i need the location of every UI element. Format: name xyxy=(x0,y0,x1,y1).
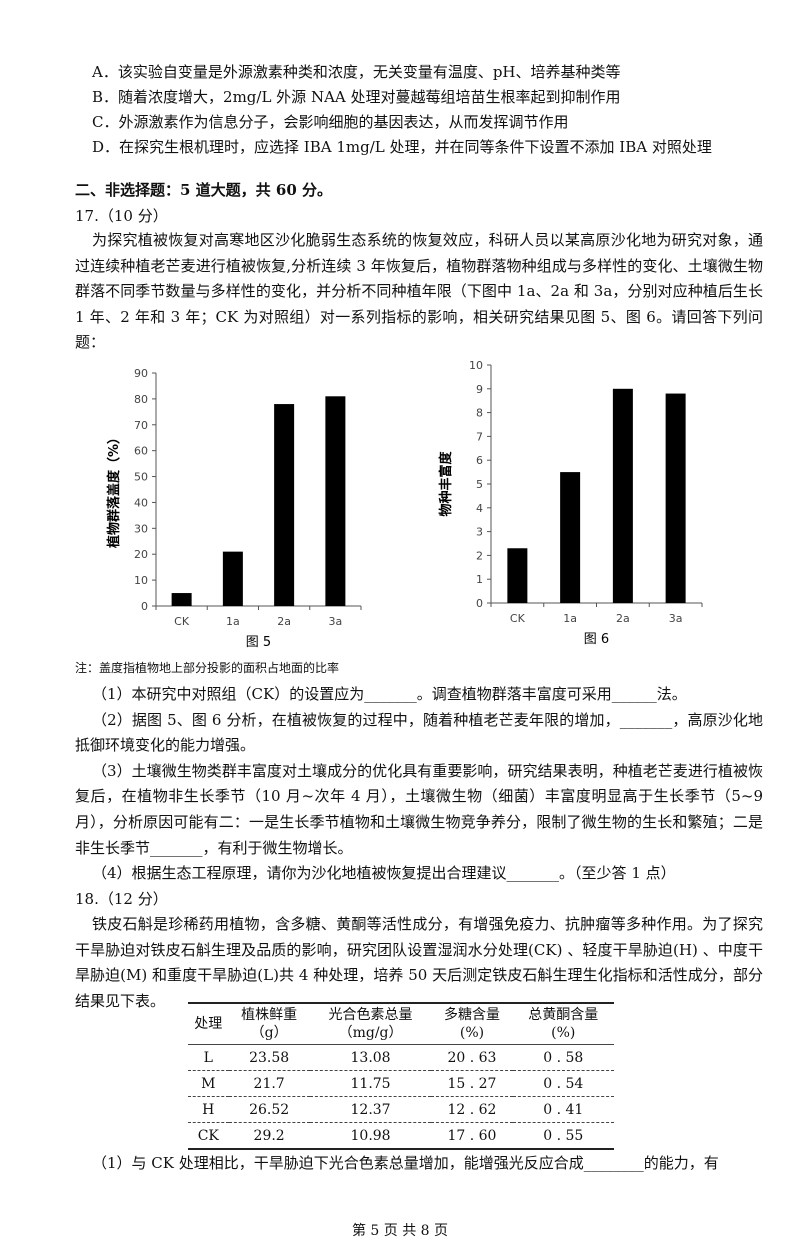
x-tick-label: 1a xyxy=(563,612,577,625)
x-tick-label: 3a xyxy=(669,612,683,625)
table-cell: 17 . 60 xyxy=(431,1122,513,1150)
y-tick-label: 7 xyxy=(476,430,483,443)
q17-sub4: （4）根据生态工程原理，请你为沙化地植被恢复提出合理建议_______。（至少答… xyxy=(92,864,676,883)
figure-note: 注：盖度指植物地上部分投影的面积占地面的比率 xyxy=(75,661,340,675)
x-tick-label: CK xyxy=(510,612,526,625)
y-tick-label: 6 xyxy=(476,454,483,467)
option-c: C．外源激素作为信息分子，会影响细胞的基因表达，从而发挥调节作用 xyxy=(92,113,569,131)
y-tick-label: 40 xyxy=(134,496,148,509)
y-tick-label: 0 xyxy=(141,600,148,613)
x-tick-label: 3a xyxy=(329,615,343,628)
table-row: M 21.7 11.75 15 . 27 0 . 54 xyxy=(188,1070,614,1097)
table-row: H 26.52 12.37 12 . 62 0 . 41 xyxy=(188,1096,614,1123)
table-cell: 0 . 54 xyxy=(512,1070,614,1097)
table-cell: 10.98 xyxy=(309,1122,432,1150)
y-tick-label: 5 xyxy=(476,478,483,491)
table-cell: 11.75 xyxy=(309,1070,432,1097)
table-cell: 21.7 xyxy=(228,1070,310,1097)
y-tick-label: 0 xyxy=(476,597,483,610)
table-cell: 0 . 55 xyxy=(512,1122,614,1150)
y-tick-label: 10 xyxy=(469,359,483,372)
y-tick-label: 10 xyxy=(134,574,148,587)
table-row: CK 29.2 10.98 17 . 60 0 . 55 xyxy=(188,1122,614,1150)
table-cell: CK xyxy=(188,1122,229,1150)
bar-1a xyxy=(222,551,243,606)
bar-3a xyxy=(665,393,686,603)
table-cell: 13.08 xyxy=(309,1044,432,1071)
option-b: B．随着浓度增大，2mg/L 外源 NAA 处理对蔓越莓组培苗生根率起到抑制作用 xyxy=(92,88,621,106)
bar-CK xyxy=(507,548,528,603)
table-cell: 20 . 63 xyxy=(431,1044,513,1071)
x-tick-label: CK xyxy=(174,615,190,628)
y-tick-label: 50 xyxy=(134,471,148,484)
q18-intro-block: 铁皮石斛是珍稀药用植物，含多糖、黄酮等活性成分，有增强免疫力、抗肿瘤等多种作用。… xyxy=(75,912,763,1014)
y-tick-label: 1 xyxy=(476,573,483,586)
bar-2a xyxy=(274,404,295,606)
col-header-pigment: 光合色素总量 （mg/g） xyxy=(309,1002,432,1045)
x-tick-label: 1a xyxy=(226,615,240,628)
y-tick-label: 20 xyxy=(134,548,148,561)
y-tick-label: 90 xyxy=(134,367,148,380)
y-axis-label: 物种丰富度 xyxy=(438,451,454,517)
q17-sub1: （1）本研究中对照组（CK）的设置应为_______。调查植物群落丰富度可采用_… xyxy=(92,685,687,703)
q17-intro: 为探究植被恢复对高寒地区沙化脆弱生态系统的恢复效应，科研人员以某高原沙化地为研究… xyxy=(75,231,763,352)
table-cell: L xyxy=(188,1044,229,1071)
q17-number: 17.（10 分） xyxy=(75,207,168,225)
option-d: D．在探究生根机理时，应选择 IBA 1mg/L 处理，并在同等条件下设置不添加… xyxy=(92,138,712,156)
y-tick-label: 4 xyxy=(476,502,483,515)
table-cell: 15 . 27 xyxy=(431,1070,513,1097)
q18-intro: 铁皮石斛是珍稀药用植物，含多糖、黄酮等活性成分，有增强免疫力、抗肿瘤等多种作用。… xyxy=(75,915,763,1010)
x-tick-label: 2a xyxy=(277,615,291,628)
table-cell: M xyxy=(188,1070,229,1097)
table-cell: 29.2 xyxy=(228,1122,310,1150)
table-cell: 0 . 41 xyxy=(512,1096,614,1123)
bar-CK xyxy=(171,593,192,606)
bar-1a xyxy=(560,472,581,603)
data-table: 处理 植株鲜重 （g） 光合色素总量 （mg/g） 多糖含量 (%) 总黄酮含量 (%)… xyxy=(188,1002,614,1150)
figure-caption: 图 5 xyxy=(246,635,271,650)
figure-caption: 图 6 xyxy=(584,632,609,647)
y-axis-label: 植物群落盖度（%） xyxy=(106,431,122,549)
y-tick-label: 8 xyxy=(476,407,483,420)
q17-subquestions: （1）本研究中对照组（CK）的设置应为_______。调查植物群落丰富度可采用_… xyxy=(75,682,763,887)
table-row: L 23.58 13.08 20 . 63 0 . 58 xyxy=(188,1044,614,1071)
table-cell: 12.37 xyxy=(309,1096,432,1123)
y-tick-label: 60 xyxy=(134,445,148,458)
x-tick-label: 2a xyxy=(616,612,630,625)
q17-sub2: （2）据图 5、图 6 分析，在植被恢复的过程中，随着种植老芒麦年限的增加，__… xyxy=(75,710,763,755)
q18-number: 18.（12 分） xyxy=(75,890,168,908)
table-cell: 26.52 xyxy=(228,1096,310,1123)
col-header-polysaccharide: 多糖含量 (%) xyxy=(431,1002,513,1045)
q17-intro-block: 为探究植被恢复对高寒地区沙化脆弱生态系统的恢复效应，科研人员以某高原沙化地为研究… xyxy=(75,228,763,356)
bar-3a xyxy=(325,396,346,606)
col-header-treatment: 处理 xyxy=(188,1002,229,1045)
table-cell: 0 . 58 xyxy=(512,1044,614,1071)
page-footer: 第 5 页 共 8 页 xyxy=(351,1223,449,1239)
y-tick-label: 2 xyxy=(476,549,483,562)
y-tick-label: 80 xyxy=(134,393,148,406)
y-tick-label: 30 xyxy=(134,522,148,535)
chart-fig5: 0 10 20 30 40 50 60 70 80 90 CK 1a 2a 3a 植物群落盖度（%） 图 5 xyxy=(106,367,362,650)
section-title: 二、非选择题：5 道大题，共 60 分。 xyxy=(75,181,332,199)
y-tick-label: 9 xyxy=(476,383,483,396)
table-cell: 23.58 xyxy=(228,1044,310,1071)
y-tick-label: 70 xyxy=(134,419,148,432)
col-header-flavonoid: 总黄酮含量 (%) xyxy=(512,1002,614,1045)
table-cell: 12 . 62 xyxy=(431,1096,513,1123)
col-header-fresh-weight: 植株鲜重 （g） xyxy=(228,1002,310,1045)
q17-sub3: （3）土壤微生物类群丰富度对土壤成分的优化具有重要影响，研究结果表明，种植老芒麦… xyxy=(75,761,763,857)
q18-sub1: （1）与 CK 处理相比，干旱胁迫下光合色素总量增加，能增强光反应合成_____… xyxy=(92,1154,719,1172)
bar-2a xyxy=(612,388,633,603)
option-a: A．该实验自变量是外源激素种类和浓度，无关变量有温度、pH、培养基种类等 xyxy=(92,63,621,81)
y-tick-label: 3 xyxy=(476,526,483,539)
table-cell: H xyxy=(188,1096,229,1123)
